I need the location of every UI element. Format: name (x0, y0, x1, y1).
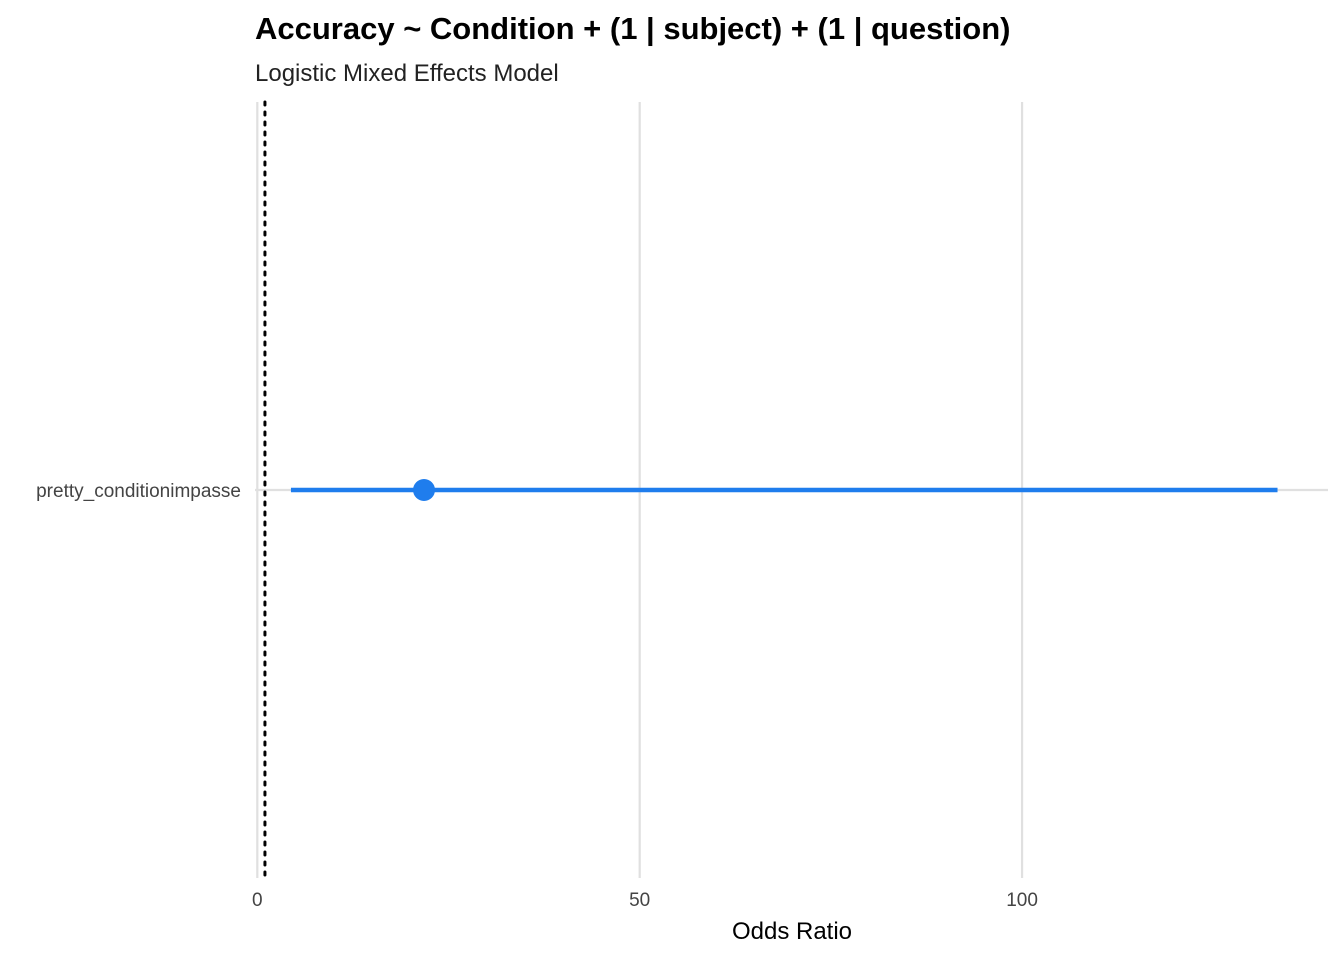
estimate-point (413, 479, 436, 501)
x-tick-label: 0 (252, 890, 263, 911)
estimates-group (290, 479, 1278, 501)
x-tick-label: 100 (1006, 890, 1038, 911)
x-axis-title: Odds Ratio (732, 918, 852, 945)
chart-subtitle: Logistic Mixed Effects Model (255, 60, 559, 87)
y-tick-labels: pretty_conditionimpasse (36, 481, 241, 502)
y-tick-label: pretty_conditionimpasse (36, 481, 241, 502)
x-tick-labels: 0 50 100 (252, 890, 1038, 911)
chart-title: Accuracy ~ Condition + (1 | subject) + (… (255, 11, 1010, 46)
x-tick-label: 50 (629, 890, 650, 911)
